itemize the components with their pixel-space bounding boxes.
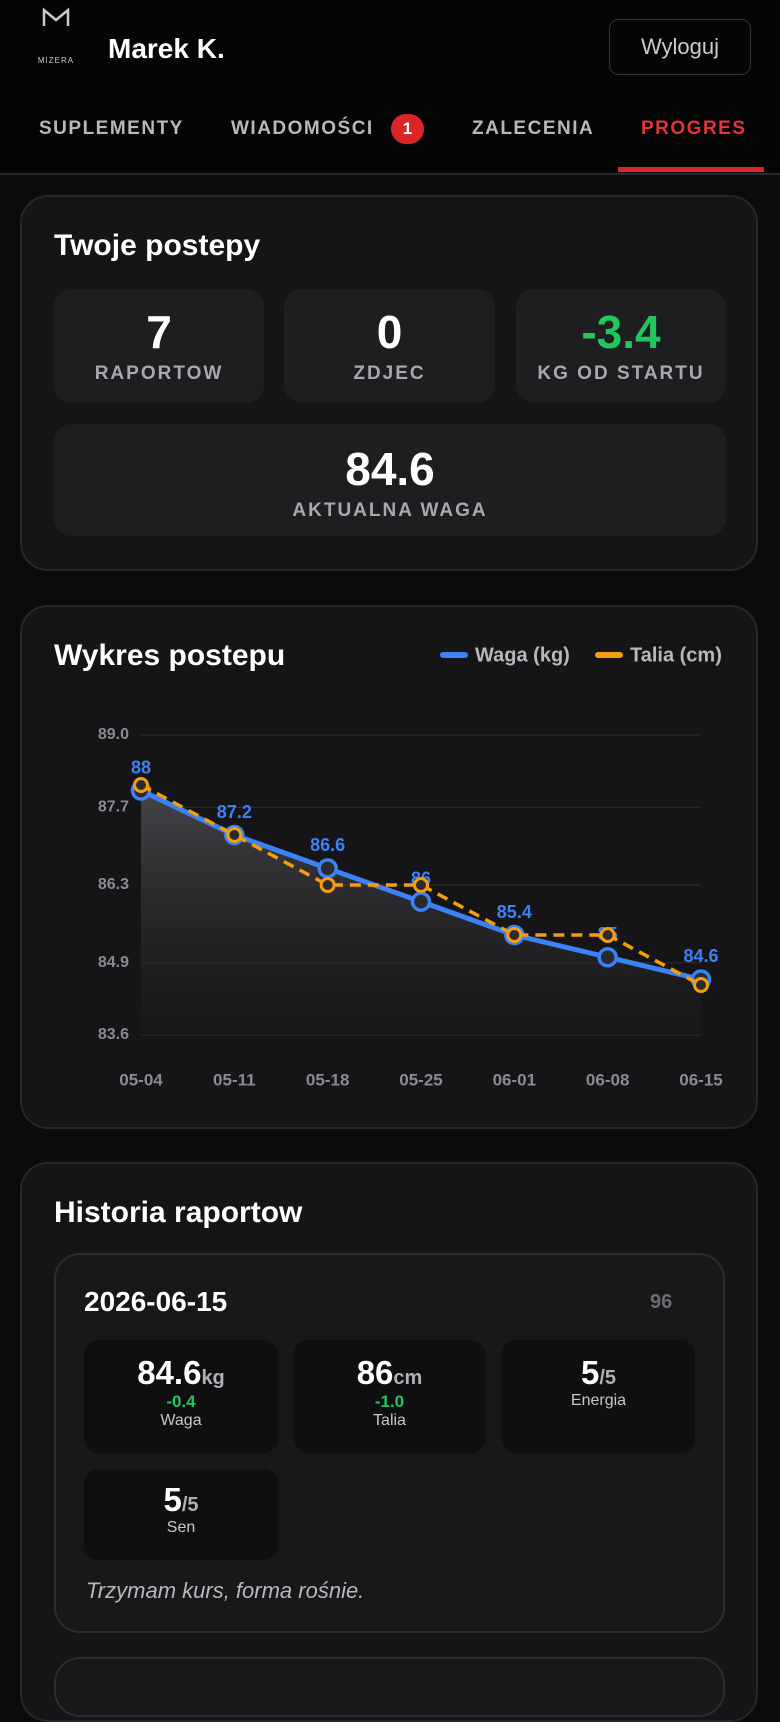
metric-value: 84.6kg	[84, 1354, 278, 1392]
metric-value: 5/5	[502, 1354, 695, 1392]
user-name: Marek K.	[108, 33, 225, 64]
metric-label: Sen	[166, 1519, 196, 1536]
metric-value: 5/5	[84, 1481, 278, 1519]
badge: 1	[391, 114, 424, 144]
metric-label: Talia	[373, 1412, 406, 1429]
metric-box: 84.6kg -0.4 Waga	[84, 1340, 278, 1453]
chart-title: Wykres postepu	[54, 639, 286, 672]
metric-delta: -0.4	[166, 1392, 196, 1411]
tab-bar	[0, 97, 780, 175]
metric-box: 5/5 Sen	[84, 1469, 278, 1560]
stat-box: 7 RAPORTOW	[54, 289, 264, 403]
report-date: 2026-06-15	[84, 1286, 228, 1317]
active-tab-indicator	[618, 167, 764, 172]
metric-label: Energia	[570, 1392, 627, 1409]
metric-number: 86	[356, 1354, 394, 1391]
stat-value: -3.4	[581, 306, 661, 358]
logo-icon	[42, 7, 70, 26]
stat-label: RAPORTOW	[94, 363, 224, 384]
tab[interactable]: ZALECENIA	[472, 118, 595, 139]
report-card	[54, 1657, 725, 1717]
stat-value: 84.6	[345, 443, 435, 495]
metric-number: 5	[580, 1354, 600, 1391]
report-note: Trzymam kurs, forma rośnie.	[86, 1578, 365, 1603]
metric-label: Waga	[160, 1412, 202, 1429]
metric-unit: kg	[201, 1367, 225, 1389]
stat-label: ZDJEC	[353, 363, 426, 384]
header: MIZERA Marek K. Wyloguj	[0, 0, 780, 98]
stat-label: AKTUALNA WAGA	[292, 500, 488, 521]
logout-button[interactable]: Wyloguj	[609, 19, 751, 75]
stat-value: 0	[376, 306, 403, 358]
stat-box: -3.4 KG OD STARTU	[516, 289, 726, 403]
metric-unit: /5	[181, 1494, 199, 1516]
chart-card	[20, 605, 758, 1129]
stat-box: 0 ZDJEC	[284, 289, 495, 403]
metric-value: 86cm	[294, 1354, 485, 1392]
stat-value: 7	[146, 306, 172, 358]
tab[interactable]: SUPLEMENTY	[39, 118, 184, 139]
card-title: Twoje postepy	[54, 229, 261, 262]
report-score: 96	[650, 1291, 673, 1313]
logo: MIZERA	[37, 56, 75, 65]
metric-box: 5/5 Energia	[502, 1340, 695, 1453]
tab[interactable]: WIADOMOŚCI	[231, 118, 374, 139]
metric-box: 86cm -1.0 Talia	[294, 1340, 485, 1453]
metric-unit: cm	[393, 1367, 423, 1389]
stat-box: 84.6 AKTUALNA WAGA	[54, 424, 726, 536]
card-title: Historia raportow	[54, 1196, 303, 1229]
metric-number: 84.6	[137, 1354, 202, 1391]
metric-unit: /5	[599, 1367, 617, 1389]
tab[interactable]: PROGRES	[641, 118, 747, 139]
metric-delta: -1.0	[374, 1392, 405, 1411]
stat-label: KG OD STARTU	[537, 363, 705, 384]
metric-number: 5	[163, 1481, 182, 1518]
